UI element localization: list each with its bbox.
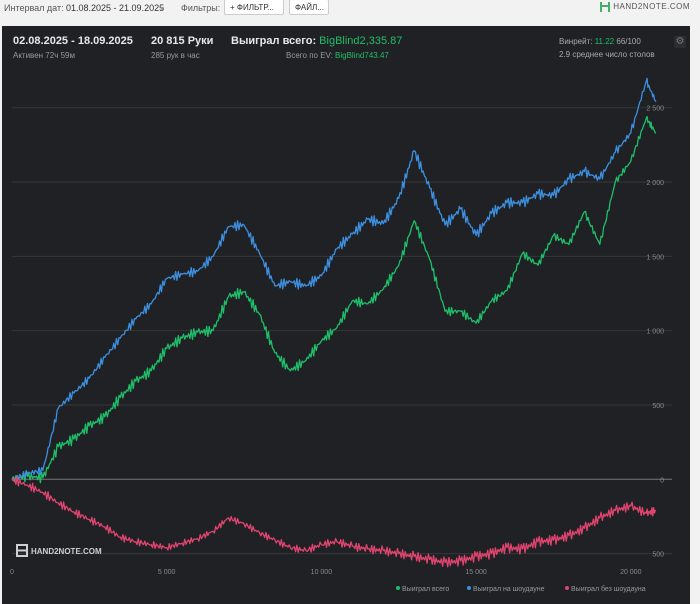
winrate-value: 11.22 — [594, 37, 615, 46]
date-range-selector[interactable]: 01.08.2025 - 21.09.2025 — [66, 3, 165, 13]
brand-name: HAND2NOTE.COM — [613, 2, 690, 12]
graph-panel: 02.08.2025 - 18.09.2025 Активен 72ч 59м … — [2, 26, 690, 604]
legend-label-total: Выиграл всего — [402, 586, 449, 593]
gear-icon[interactable]: ⚙ — [674, 36, 686, 48]
file-button[interactable]: ФАЙЛ... — [289, 0, 329, 15]
y-tick-label: 500 — [652, 403, 664, 410]
series-line-showdown — [11, 77, 657, 480]
x-tick-label: 15 000 — [465, 569, 487, 576]
ev-total: Всего по EV: BigBlind743.47 — [286, 51, 389, 60]
y-tick-label: 500 — [652, 552, 664, 559]
hand2note-logo-icon — [600, 2, 611, 12]
y-tick-label: 1 000 — [646, 329, 664, 336]
won-total-label: Выиграл всего: — [231, 35, 320, 47]
winrate: Винрейт: 11.22 66/100 — [559, 37, 641, 46]
y-axis-ticks: 500 0 500 1 000 1 500 2 000 2 500 — [646, 106, 664, 559]
hands-per-hour: 285 рук в час — [151, 51, 200, 60]
x-axis-ticks: 0 5 000 10 000 15 000 20 000 — [10, 569, 642, 576]
winrate-label: Винрейт: — [559, 37, 595, 46]
legend: Выиграл всего Выиграл на шоудауне Выиграл … — [396, 585, 646, 593]
legend-label-showdown: Выиграл на шоудауне — [473, 586, 545, 593]
legend-marker-total — [396, 586, 400, 590]
brand-logo: HAND2NOTE.COM — [600, 2, 690, 12]
grid-lines — [12, 107, 672, 555]
won-total-value: BigBlind2,335.87 — [319, 35, 403, 47]
y-tick-label: 2 000 — [646, 180, 664, 187]
y-tick-label: 2 500 — [646, 106, 664, 113]
legend-marker-showdown — [467, 586, 471, 590]
x-tick-label: 5 000 — [158, 569, 176, 576]
y-tick-label: 1 500 — [646, 254, 664, 261]
interval-label: Интервал дат: — [4, 3, 64, 13]
avg-tables: 2.9 среднее число столов — [559, 50, 655, 59]
series-line-total — [11, 115, 657, 484]
watermark-text: HAND2NOTE.COM — [31, 547, 102, 556]
series-line-nonshowdown — [11, 476, 657, 568]
profit-chart: 500 0 500 1 000 1 500 2 000 2 500 0 5 000 10 000… — [10, 77, 672, 593]
add-filter-button[interactable]: + ФИЛЬТР... — [224, 0, 284, 15]
x-tick-label: 10 000 — [311, 569, 333, 576]
active-time: Активен 72ч 59м — [13, 51, 75, 60]
hands-count: 20 815 Руки — [151, 35, 214, 47]
won-total: Выиграл всего: BigBlind2,335.87 — [231, 35, 402, 47]
filters-label: Фильтры: — [181, 3, 221, 13]
series-lines — [11, 77, 657, 568]
chevron-down-icon[interactable]: ▾ — [160, 4, 165, 13]
toolbar: Интервал дат: 01.08.2025 - 21.09.2025 ▾ … — [0, 0, 700, 18]
ev-value: BigBlind743.47 — [335, 51, 389, 60]
y-tick-label: 0 — [660, 477, 664, 484]
legend-marker-nonshowdown — [565, 586, 569, 590]
watermark: HAND2NOTE.COM — [16, 544, 102, 557]
period-text: 02.08.2025 - 18.09.2025 — [13, 35, 133, 47]
ev-label: Всего по EV: — [286, 51, 336, 60]
x-tick-label: 20 000 — [620, 569, 642, 576]
winrate-extra: 66/100 — [614, 37, 641, 46]
legend-label-nonshowdown: Выиграл без шоудауна — [571, 585, 646, 593]
x-tick-label: 0 — [10, 569, 14, 576]
